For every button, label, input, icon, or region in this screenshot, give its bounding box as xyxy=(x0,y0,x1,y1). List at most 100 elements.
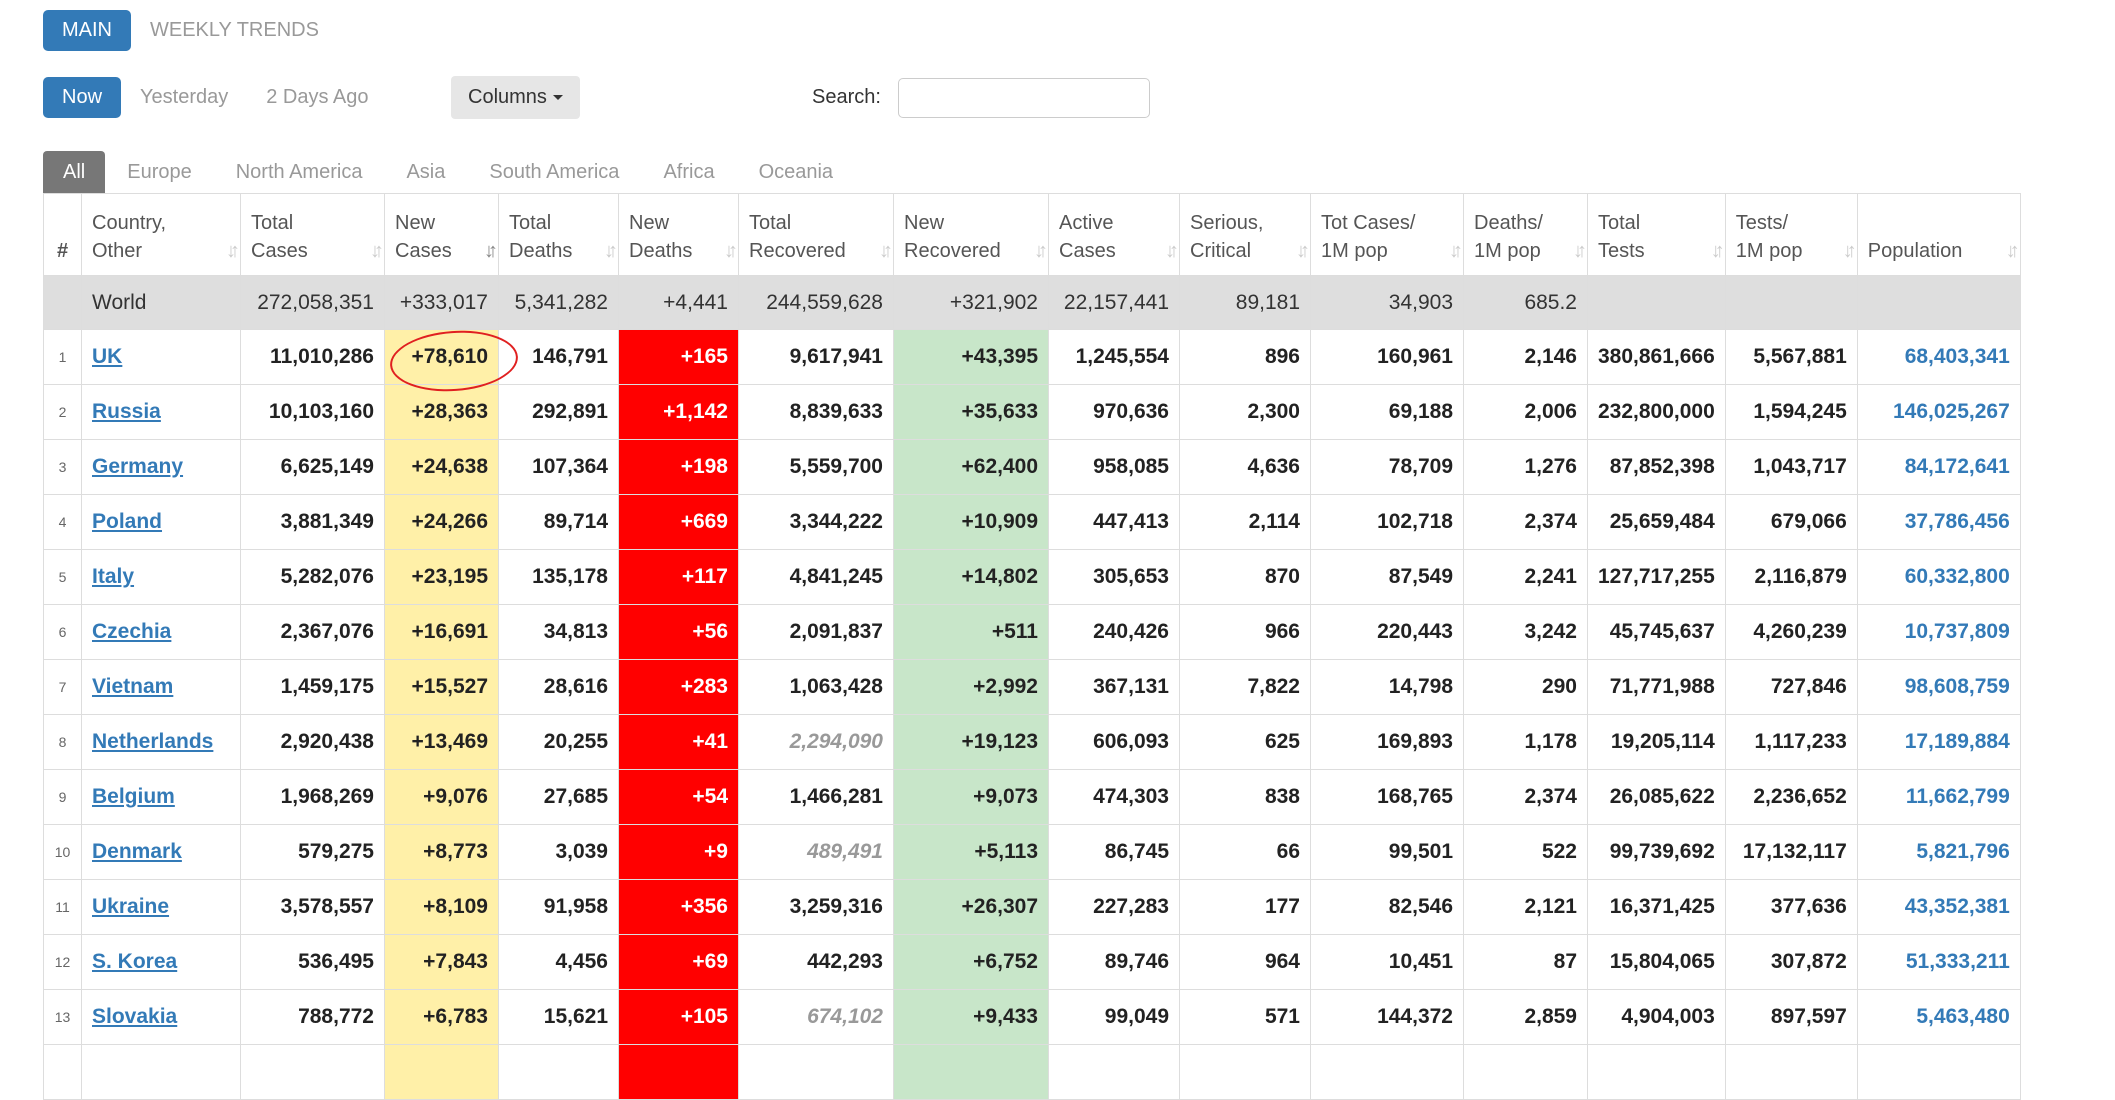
cell-active-cases: 86,745 xyxy=(1048,824,1180,880)
cell-cases-per-1m: 14,798 xyxy=(1310,659,1464,715)
country-link[interactable]: Slovakia xyxy=(92,1005,178,1028)
table-row: 3 Germany 6,625,149 +24,638 107,364 +198 5,559… xyxy=(43,439,2021,495)
cell-rank: 9 xyxy=(43,769,82,825)
cell-active-cases: 367,131 xyxy=(1048,659,1180,715)
country-link[interactable]: Poland xyxy=(92,510,163,533)
region-tab-africa[interactable]: Africa xyxy=(663,160,715,183)
cell-new-recovered: +14,802 xyxy=(893,549,1049,605)
country-link[interactable]: Netherlands xyxy=(92,730,214,753)
cell-rank: 8 xyxy=(43,714,82,770)
country-link[interactable]: Ukraine xyxy=(92,895,170,918)
header-new-cases[interactable]: New Cases ↓↑ xyxy=(384,193,499,276)
table-row: 9 Belgium 1,968,269 +9,076 27,685 +54 1,466,28… xyxy=(43,769,2021,825)
cell-total-cases: 1,459,175 xyxy=(240,659,385,715)
cell-new-deaths: +356 xyxy=(618,879,739,935)
header-new-recovered[interactable]: New Recovered ↓↑ xyxy=(893,193,1049,276)
sort-icon[interactable]: ↓↑ xyxy=(879,240,893,262)
sort-icon[interactable]: ↓↑ xyxy=(724,240,738,262)
header-line2: Population xyxy=(1867,240,1963,262)
cell-country xyxy=(81,1044,241,1100)
cell-tests-per-1m: 1,043,717 xyxy=(1724,439,1858,495)
header-active-cases[interactable]: Active Cases ↓↑ xyxy=(1048,193,1180,276)
country-link[interactable]: Italy xyxy=(92,565,135,588)
header-cases-per-1m[interactable]: Tot Cases/1M pop ↓↑ xyxy=(1310,193,1464,276)
country-link[interactable]: UK xyxy=(92,345,123,368)
sort-icon[interactable]: ↓↑ xyxy=(604,240,618,262)
cell-total-cases: 788,772 xyxy=(240,989,385,1045)
country-link[interactable]: S. Korea xyxy=(92,950,178,973)
header-deaths-per-1m[interactable]: Deaths/1M pop ↓↑ xyxy=(1463,193,1588,276)
tab-2-days-ago[interactable]: 2 Days Ago xyxy=(266,86,369,108)
country-link[interactable]: Vietnam xyxy=(92,675,174,698)
cell-total-deaths: 28,616 xyxy=(498,659,619,715)
cell-total-cases: 5,282,076 xyxy=(240,549,385,605)
region-tab-north-america[interactable]: North America xyxy=(235,160,363,183)
cell-tests-per-1m: 2,236,652 xyxy=(1724,769,1858,825)
sort-icon[interactable]: ↓↑ xyxy=(1449,240,1463,262)
cell-country: S. Korea xyxy=(81,934,241,990)
header-total-recovered[interactable]: Total Recovered ↓↑ xyxy=(738,193,894,276)
country-link[interactable]: Russia xyxy=(92,400,161,423)
cell-cases-per-1m: 169,893 xyxy=(1310,714,1464,770)
search-input[interactable] xyxy=(898,78,1150,118)
columns-button[interactable]: Columns xyxy=(451,76,580,119)
cell-serious-critical: 838 xyxy=(1179,769,1311,825)
cell-tests-per-1m xyxy=(1724,1044,1858,1100)
sort-icon[interactable]: ↓↑ xyxy=(1165,240,1179,262)
cell-total-tests: 26,085,622 xyxy=(1587,769,1726,825)
sort-icon[interactable]: ↓↑ xyxy=(2005,240,2020,262)
sort-icon[interactable]: ↓↑ xyxy=(370,240,384,262)
header-total-deaths[interactable]: Total Deaths ↓↑ xyxy=(498,193,619,276)
header-total-cases[interactable]: Total Cases ↓↑ xyxy=(240,193,385,276)
cell-deaths-per-1m: 685.2 xyxy=(1463,275,1588,330)
cell-new-cases: +15,527 xyxy=(384,659,499,715)
header-serious-critical[interactable]: Serious, Critical ↓↑ xyxy=(1179,193,1311,276)
header-population[interactable]: Population ↓↑ xyxy=(1856,193,2021,276)
header-rank[interactable]: # xyxy=(43,193,82,276)
sort-icon[interactable]: ↓↑ xyxy=(1034,240,1048,262)
sort-icon[interactable]: ↓↑ xyxy=(1296,240,1310,262)
cell-active-cases: 958,085 xyxy=(1048,439,1180,495)
cell-new-recovered: +10,909 xyxy=(893,494,1049,550)
cell-country: Italy xyxy=(81,549,241,605)
header-tests-per-1m[interactable]: Tests/1M pop ↓↑ xyxy=(1724,193,1858,276)
sort-icon[interactable]: ↓↑ xyxy=(484,240,498,262)
tab-weekly-trends[interactable]: WEEKLY TRENDS xyxy=(150,19,319,41)
header-new-deaths[interactable]: New Deaths ↓↑ xyxy=(618,193,739,276)
tab-now[interactable]: Now xyxy=(43,77,122,118)
cell-deaths-per-1m: 87 xyxy=(1463,934,1588,990)
country-link[interactable]: Denmark xyxy=(92,840,182,863)
cell-total-recovered: 1,466,281 xyxy=(738,769,894,825)
region-tab-oceania[interactable]: Oceania xyxy=(758,160,834,183)
country-link[interactable]: Germany xyxy=(92,455,184,478)
sort-icon[interactable]: ↓↑ xyxy=(1842,240,1857,262)
cell-new-cases: +78,610 xyxy=(384,329,499,385)
cell-serious-critical: 2,300 xyxy=(1179,384,1311,440)
cell-active-cases: 240,426 xyxy=(1048,604,1180,660)
cell-country: Netherlands xyxy=(81,714,241,770)
region-tab-all[interactable]: All xyxy=(43,151,106,193)
cell-total-tests: 15,804,065 xyxy=(1587,934,1726,990)
cell-active-cases: 99,049 xyxy=(1048,989,1180,1045)
cell-population: 146,025,267 xyxy=(1856,384,2021,440)
country-link[interactable]: Belgium xyxy=(92,785,175,808)
tab-yesterday[interactable]: Yesterday xyxy=(140,86,229,108)
region-tab-south-america[interactable]: South America xyxy=(489,160,620,183)
tab-main[interactable]: MAIN xyxy=(43,10,131,51)
cell-population: 43,352,381 xyxy=(1856,879,2021,935)
cell-country: Czechia xyxy=(81,604,241,660)
sort-icon[interactable]: ↓↑ xyxy=(226,240,240,262)
cell-new-recovered: +26,307 xyxy=(893,879,1049,935)
cell-rank: 4 xyxy=(43,494,82,550)
sort-icon[interactable]: ↓↑ xyxy=(1710,240,1725,262)
cell-new-cases: +16,691 xyxy=(384,604,499,660)
country-link[interactable]: Czechia xyxy=(92,620,172,643)
header-total-tests[interactable]: Total Tests ↓↑ xyxy=(1587,193,1726,276)
sort-icon[interactable]: ↓↑ xyxy=(1573,240,1587,262)
region-tab-asia[interactable]: Asia xyxy=(406,160,446,183)
cell-total-cases: 2,367,076 xyxy=(240,604,385,660)
cell-country: Russia xyxy=(81,384,241,440)
cell-new-deaths xyxy=(618,1044,739,1100)
region-tab-europe[interactable]: Europe xyxy=(127,160,192,183)
header-country[interactable]: Country, Other ↓↑ xyxy=(81,193,241,276)
